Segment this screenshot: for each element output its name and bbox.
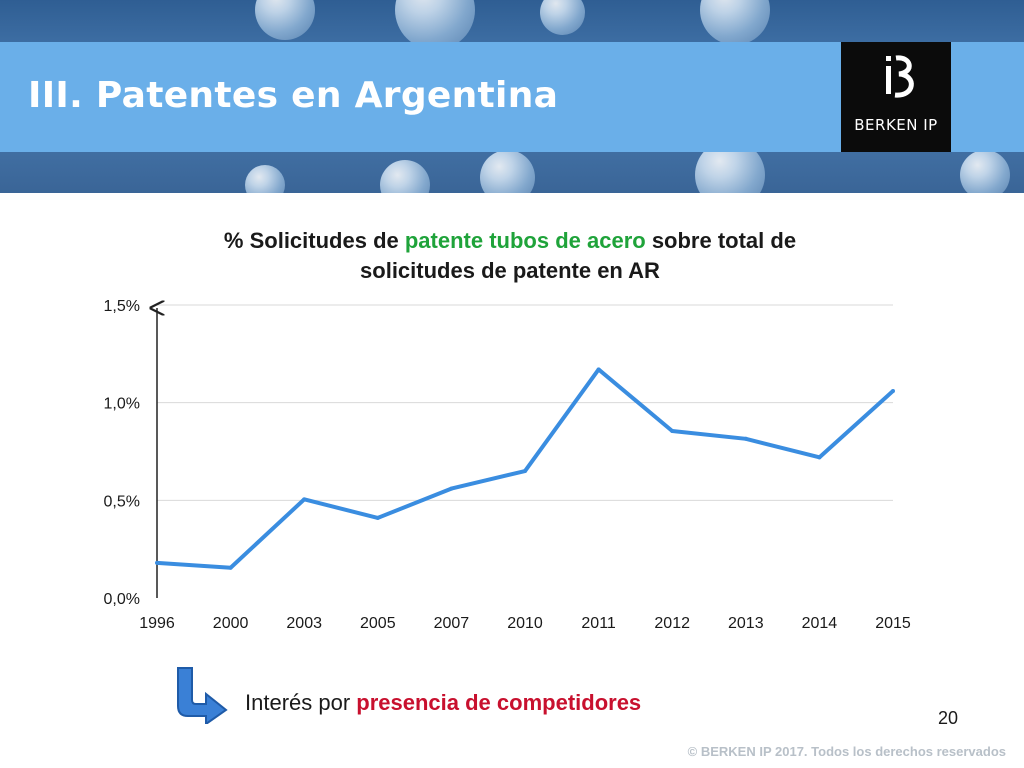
- page-number: 20: [938, 708, 959, 728]
- y-tick-label: 1,0%: [104, 396, 140, 413]
- data-point: [449, 486, 454, 491]
- y-tick-label: 1,5%: [104, 298, 140, 315]
- x-tick-label: 2000: [213, 615, 249, 632]
- x-tick-label: 2003: [286, 615, 322, 632]
- molecule-decoration: [380, 160, 430, 193]
- series-line: [156, 367, 895, 570]
- slide-title: III. Patentes en Argentina: [28, 75, 559, 116]
- chart-title-part: % Solicitudes de: [223, 228, 405, 253]
- x-tick-label: 2012: [654, 615, 690, 632]
- data-point: [670, 428, 675, 433]
- berken-ip-logo: BERKEN IP: [841, 42, 951, 152]
- data-point: [375, 515, 380, 520]
- chart-title-part: sobre total de: [645, 228, 797, 253]
- conclusion-note: Interés por presencia de competidores: [245, 690, 641, 716]
- x-tick-label: 2013: [728, 615, 764, 632]
- molecule-decoration: [540, 0, 585, 35]
- data-point: [817, 455, 822, 460]
- chart-title: % Solicitudes de patente tubos de acero …: [150, 226, 870, 286]
- x-tick-label: 2005: [360, 615, 396, 632]
- data-point: [596, 367, 601, 372]
- logo-text: BERKEN IP: [854, 116, 938, 134]
- logo-mark-icon: [886, 55, 914, 98]
- x-tick-label: 2007: [434, 615, 470, 632]
- x-tick-label: 2015: [875, 615, 911, 632]
- y-tick-label: 0,0%: [104, 591, 140, 608]
- curved-arrow-down-right-icon: [177, 667, 228, 724]
- chart-title-highlight: patente tubos de acero: [404, 228, 646, 253]
- note-highlight: presencia de competidores: [356, 690, 642, 715]
- data-point: [743, 436, 748, 441]
- molecule-decoration: [245, 165, 285, 193]
- x-tick-label: 1996: [139, 615, 175, 632]
- data-point: [891, 388, 895, 393]
- molecule-decoration: [480, 150, 535, 193]
- data-point: [302, 497, 307, 502]
- x-tick-label: 2011: [581, 615, 616, 632]
- y-tick-label: 0,5%: [104, 493, 140, 510]
- data-point: [155, 560, 159, 565]
- data-point: [228, 565, 233, 570]
- chart-title-line2: solicitudes de patente en AR: [360, 258, 660, 283]
- data-point: [523, 469, 527, 474]
- x-tick-label: 2010: [507, 615, 543, 632]
- x-tick-label: 2014: [802, 615, 838, 632]
- molecule-decoration: [960, 150, 1010, 193]
- note-prefix: Interés por: [245, 690, 357, 715]
- copyright-footer: © BERKEN IP 2017. Todos los derechos res…: [687, 744, 1006, 759]
